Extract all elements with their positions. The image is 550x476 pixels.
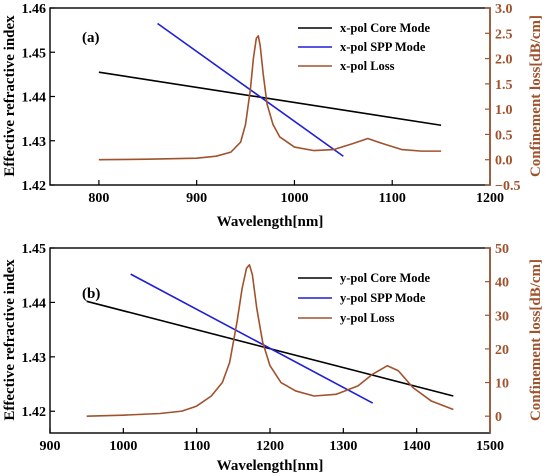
x-tick-label: 1300 bbox=[329, 439, 357, 454]
y-right-tick-label: 1.5 bbox=[495, 78, 513, 93]
x-tick-label: 800 bbox=[88, 191, 109, 206]
x-axis-title: Wavelength[nm] bbox=[217, 214, 324, 230]
y-left-tick-label: 1.44 bbox=[22, 91, 47, 106]
y-right-tick-label: 50 bbox=[495, 242, 509, 257]
y-left-tick-label: 1.45 bbox=[22, 242, 47, 257]
series-group bbox=[98, 22, 442, 161]
legend-label-loss: x-pol Loss bbox=[340, 59, 395, 73]
y-right-tick-label: 2.0 bbox=[495, 53, 513, 68]
y-right-ticks: −0.5 0.0 0.5 1.0 1.5 2.0 2.5 3.0 bbox=[485, 2, 520, 194]
series-group bbox=[86, 264, 454, 417]
x-tick-label: 1100 bbox=[379, 191, 406, 206]
y-left-axis-title: Effective refractive index bbox=[2, 259, 18, 421]
y-left-tick-label: 1.44 bbox=[22, 296, 47, 311]
x-ticks: 900 1000 1100 1200 1300 1400 1500 bbox=[40, 428, 504, 454]
y-right-tick-label: 1.0 bbox=[495, 103, 513, 118]
y-right-tick-label: 20 bbox=[495, 343, 509, 358]
series-line-x-pol-core-mode bbox=[98, 71, 442, 127]
y-right-tick-label: −0.5 bbox=[495, 179, 520, 194]
x-tick-label: 900 bbox=[186, 191, 207, 206]
x-tick-label: 1400 bbox=[403, 439, 431, 454]
y-left-tick-label: 1.46 bbox=[22, 2, 47, 17]
chart-panel-b: 900 1000 1100 1200 1300 1400 1500 1.42 1.43 1.44… bbox=[2, 242, 544, 474]
legend: y-pol Core Mode y-pol SPP Mode y-pol Los… bbox=[298, 271, 430, 325]
legend-label-core: x-pol Core Mode bbox=[340, 21, 430, 35]
x-tick-label: 1200 bbox=[256, 439, 284, 454]
legend: x-pol Core Mode x-pol SPP Mode x-pol Los… bbox=[298, 21, 430, 73]
x-tick-label: 1000 bbox=[109, 439, 137, 454]
y-right-ticks: 0 10 20 30 40 50 bbox=[485, 242, 509, 433]
x-tick-label: 1100 bbox=[183, 439, 210, 454]
y-right-tick-label: 30 bbox=[495, 309, 509, 324]
y-left-ticks: 1.42 1.43 1.44 1.45 1.46 bbox=[22, 2, 55, 194]
legend-label-spp: y-pol SPP Mode bbox=[340, 291, 426, 305]
series-line-x-pol-loss bbox=[98, 35, 442, 161]
y-right-tick-label: 40 bbox=[495, 276, 509, 291]
legend-label-core: y-pol Core Mode bbox=[340, 271, 430, 285]
legend-label-spp: x-pol SPP Mode bbox=[340, 40, 426, 54]
y-left-axis-title: Effective refractive index bbox=[2, 15, 18, 177]
y-left-tick-label: 1.42 bbox=[22, 405, 47, 420]
y-right-axis-title: Confinement loss[dB/cm] bbox=[528, 259, 544, 421]
y-right-tick-label: 10 bbox=[495, 377, 509, 392]
panel-label: (b) bbox=[82, 286, 100, 302]
panel-label: (a) bbox=[82, 30, 100, 46]
y-right-tick-label: 0.0 bbox=[495, 154, 513, 169]
x-tick-label: 1200 bbox=[476, 191, 504, 206]
y-right-axis-title: Confinement loss[dB/cm] bbox=[528, 15, 544, 177]
y-left-tick-label: 1.45 bbox=[22, 46, 47, 61]
x-tick-label: 1000 bbox=[280, 191, 308, 206]
series-line-y-pol-loss bbox=[86, 264, 454, 417]
x-tick-label: 900 bbox=[40, 439, 61, 454]
y-left-ticks: 1.42 1.43 1.44 1.45 bbox=[22, 242, 55, 420]
x-tick-label: 1500 bbox=[476, 439, 504, 454]
y-left-tick-label: 1.43 bbox=[22, 135, 47, 150]
y-right-tick-label: 3.0 bbox=[495, 2, 513, 17]
y-left-tick-label: 1.43 bbox=[22, 351, 47, 366]
legend-label-loss: y-pol Loss bbox=[340, 311, 395, 325]
y-right-tick-label: 2.5 bbox=[495, 27, 513, 42]
chart-panel-a: 800 900 1000 1100 1200 1.421.431.441.451.46 … bbox=[2, 2, 544, 230]
y-right-tick-label: 0 bbox=[495, 410, 502, 425]
x-axis-title: Wavelength[nm] bbox=[217, 458, 324, 474]
series-line-y-pol-spp-mode bbox=[130, 273, 374, 404]
y-left-tick-label: 1.42 bbox=[22, 179, 47, 194]
y-right-tick-label: 0.5 bbox=[495, 128, 513, 143]
